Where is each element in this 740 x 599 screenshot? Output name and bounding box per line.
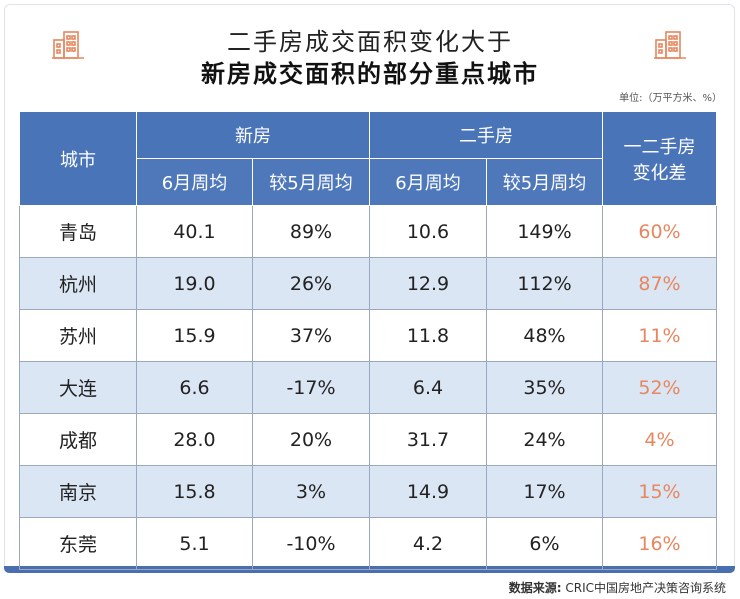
cell-new-vs-may: -17% <box>252 361 370 414</box>
cell-sec-vs-may: 112% <box>486 257 603 310</box>
cell-diff: 87% <box>602 257 717 310</box>
table-row: 东莞 5.1 -10% 4.2 6% 16% <box>19 517 717 570</box>
cell-diff: 60% <box>602 205 717 258</box>
cell-city: 东莞 <box>19 517 137 570</box>
cell-sec-vs-may: 149% <box>486 205 603 258</box>
header-new-vs-may: 较5月周均 <box>252 158 370 206</box>
cell-sec-vs-may: 24% <box>486 413 603 466</box>
header-diff-line2: 变化差 <box>632 162 687 184</box>
cell-city: 南京 <box>19 465 137 518</box>
title-line-1: 二手房成交面积变化大于 <box>227 28 513 56</box>
table-row: 成都 28.0 20% 31.7 24% 4% <box>19 413 717 466</box>
cell-new-june: 5.1 <box>136 517 253 570</box>
cell-new-vs-may: 26% <box>252 257 370 310</box>
cell-sec-june: 4.2 <box>369 517 487 570</box>
header-new-june: 6月周均 <box>136 158 253 206</box>
header-diff: 一二手房 变化差 <box>602 111 717 206</box>
cell-new-vs-may: -10% <box>252 517 370 570</box>
cell-sec-june: 11.8 <box>369 309 487 362</box>
header-second-hand: 二手房 <box>369 111 603 159</box>
cell-sec-vs-may: 48% <box>486 309 603 362</box>
cell-diff: 11% <box>602 309 717 362</box>
cell-sec-june: 10.6 <box>369 205 487 258</box>
cell-new-june: 6.6 <box>136 361 253 414</box>
cell-city: 杭州 <box>19 257 137 310</box>
cell-diff: 15% <box>602 465 717 518</box>
cell-sec-vs-may: 6% <box>486 517 603 570</box>
source-text: CRIC中国房地产决策咨询系统 <box>561 581 726 595</box>
cell-sec-vs-may: 17% <box>486 465 603 518</box>
cell-sec-june: 31.7 <box>369 413 487 466</box>
cell-diff: 16% <box>602 517 717 570</box>
cell-city: 大连 <box>19 361 137 414</box>
source-label: 数据来源: <box>508 581 562 595</box>
header-diff-line1: 一二手房 <box>623 136 696 158</box>
cell-diff: 4% <box>602 413 717 466</box>
cell-new-vs-may: 37% <box>252 309 370 362</box>
cell-new-june: 19.0 <box>136 257 253 310</box>
cell-new-vs-may: 89% <box>252 205 370 258</box>
cell-new-june: 15.9 <box>136 309 253 362</box>
table-row: 南京 15.8 3% 14.9 17% 15% <box>19 465 717 518</box>
unit-note: 单位:（万平方米、%） <box>619 93 722 104</box>
buildings-icon <box>52 31 84 59</box>
header-sec-june: 6月周均 <box>369 158 487 206</box>
cell-sec-june: 14.9 <box>369 465 487 518</box>
header-new-house: 新房 <box>136 111 370 159</box>
cell-new-june: 15.8 <box>136 465 253 518</box>
bottom-accent-bar <box>4 566 735 573</box>
title-line-2: 新房成交面积的部分重点城市 <box>201 60 539 88</box>
cell-city: 苏州 <box>19 309 137 362</box>
cell-new-vs-may: 3% <box>252 465 370 518</box>
table-row: 杭州 19.0 26% 12.9 112% 87% <box>19 257 717 310</box>
header-sec-vs-may: 较5月周均 <box>486 158 603 206</box>
cell-city: 青岛 <box>19 205 137 258</box>
table-row: 苏州 15.9 37% 11.8 48% 11% <box>19 309 717 362</box>
cell-new-vs-may: 20% <box>252 413 370 466</box>
data-table: 城市 新房 二手房 一二手房 变化差 6月周均 较5月周均 6月周均 较5月周均… <box>19 111 717 570</box>
cell-new-june: 40.1 <box>136 205 253 258</box>
table-row: 大连 6.6 -17% 6.4 35% 52% <box>19 361 717 414</box>
buildings-icon <box>654 31 686 59</box>
table-row: 青岛 40.1 89% 10.6 149% 60% <box>19 205 717 258</box>
source-note: 数据来源: CRIC中国房地产决策咨询系统 <box>509 579 726 596</box>
cell-sec-june: 6.4 <box>369 361 487 414</box>
cell-city: 成都 <box>19 413 137 466</box>
cell-new-june: 28.0 <box>136 413 253 466</box>
header-city: 城市 <box>19 111 137 206</box>
cell-sec-vs-may: 35% <box>486 361 603 414</box>
cell-sec-june: 12.9 <box>369 257 487 310</box>
cell-diff: 52% <box>602 361 717 414</box>
